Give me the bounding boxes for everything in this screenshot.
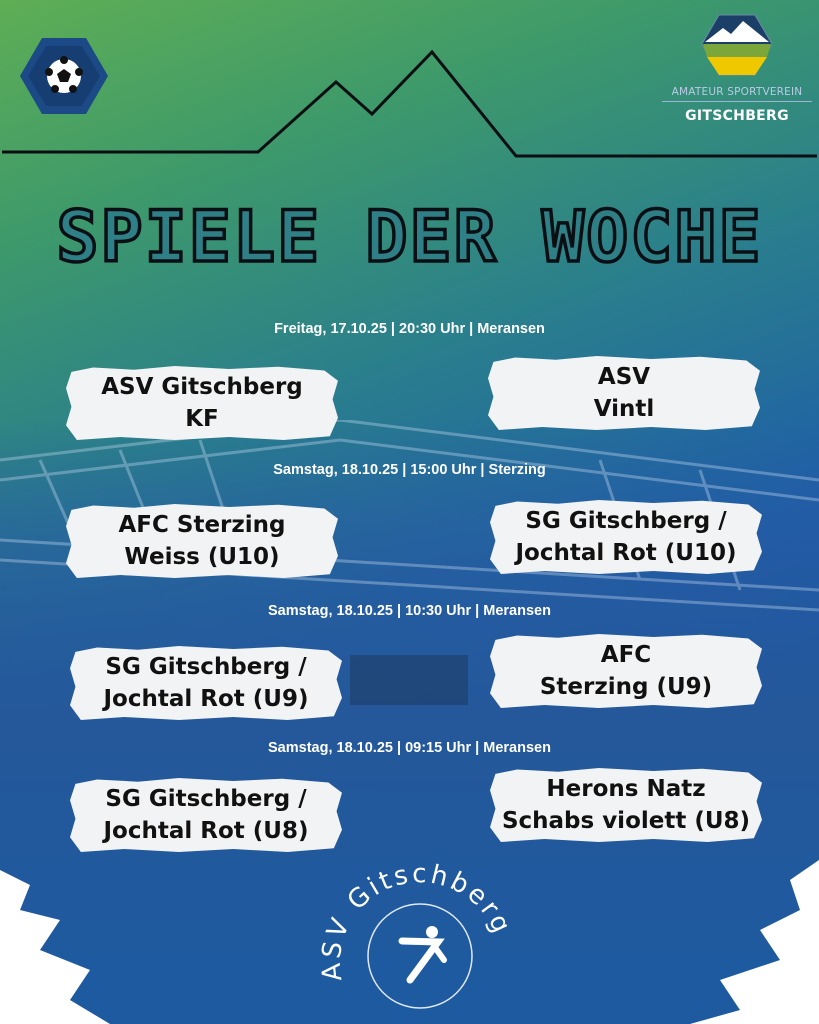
match-away-team: Herons Natz Schabs violett (U8) xyxy=(490,768,762,842)
soccer-ball-icon xyxy=(20,38,108,114)
club-emblem: ASV Gitschberg xyxy=(316,860,517,1009)
logo-subtitle: AMATEUR SPORTVEREIN xyxy=(671,86,803,98)
match-home-team: AFC Sterzing Weiss (U10) xyxy=(66,504,338,578)
soccer-player-icon xyxy=(398,926,447,984)
logo-divider xyxy=(662,101,812,102)
team-name: SG Gitschberg / Jochtal Rot (U8) xyxy=(103,786,309,844)
page-title: SPIELE DER WOCHE xyxy=(55,194,763,280)
white-brush-corners xyxy=(0,860,819,1024)
match-away-team: AFC Sterzing (U9) xyxy=(490,634,762,708)
club-logo: AMATEUR SPORTVEREIN GITSCHBERG xyxy=(662,14,812,124)
match-date: Samstag, 18.10.25 | 15:00 Uhr | Sterzing xyxy=(273,462,546,478)
match-away-team: SG Gitschberg / Jochtal Rot (U10) xyxy=(490,500,762,574)
team-name: ASV Vintl xyxy=(593,364,655,422)
match-date: Samstag, 18.10.25 | 09:15 Uhr | Meransen xyxy=(268,740,551,756)
team-name: AFC Sterzing Weiss (U10) xyxy=(118,512,286,570)
match-home-team: SG Gitschberg / Jochtal Rot (U9) xyxy=(70,646,342,720)
match-home-team: SG Gitschberg / Jochtal Rot (U8) xyxy=(70,778,342,852)
team-name: Herons Natz Schabs violett (U8) xyxy=(501,776,751,834)
match-home-team: ASV Gitschberg KF xyxy=(66,366,338,440)
logo-name: GITSCHBERG xyxy=(685,108,789,124)
emblem-text: ASV Gitschberg xyxy=(316,860,514,982)
match-away-team: ASV Vintl xyxy=(488,356,760,430)
stadium-roof-truss xyxy=(0,420,819,705)
team-name: ASV Gitschberg KF xyxy=(101,374,303,432)
match-date: Samstag, 18.10.25 | 10:30 Uhr | Meransen xyxy=(268,603,551,619)
svg-text:ASV Gitschberg: ASV Gitschberg xyxy=(316,860,517,982)
team-name: AFC Sterzing (U9) xyxy=(539,642,713,700)
mountain-line xyxy=(2,49,817,158)
club-crest-icon xyxy=(701,14,773,76)
team-name: SG Gitschberg / Jochtal Rot (U10) xyxy=(515,508,737,566)
team-name: SG Gitschberg / Jochtal Rot (U9) xyxy=(103,654,309,712)
match-date: Freitag, 17.10.25 | 20:30 Uhr | Meransen xyxy=(274,321,545,337)
